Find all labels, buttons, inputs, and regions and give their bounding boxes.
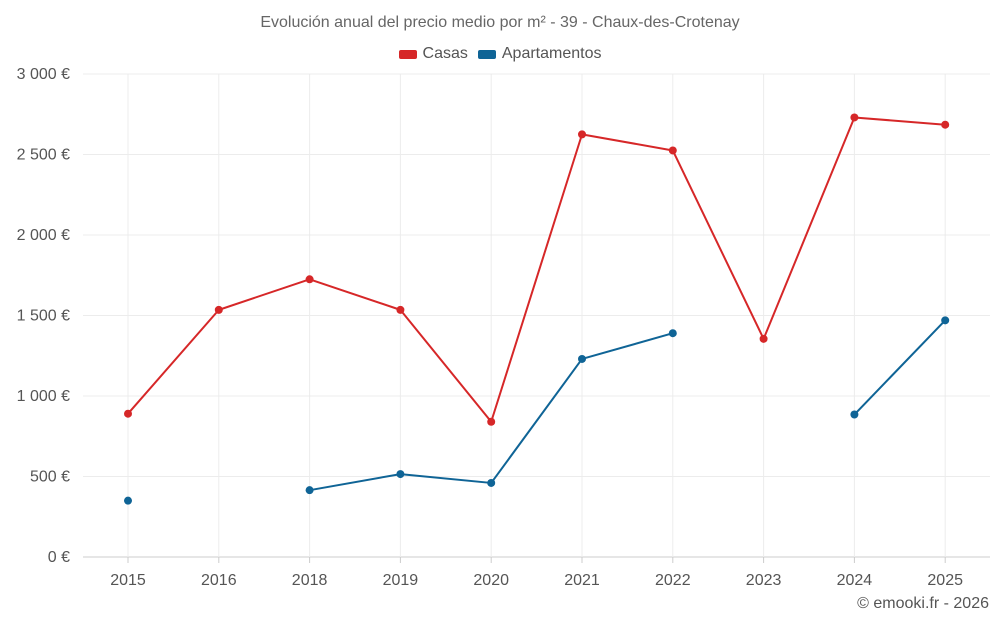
y-tick-label: 0 €	[48, 549, 70, 566]
data-point-casas	[668, 146, 677, 155]
legend-label-casas: Casas	[422, 45, 468, 62]
data-point-apartamentos	[396, 470, 405, 479]
data-point-apartamentos	[487, 478, 496, 487]
data-point-casas	[305, 275, 314, 284]
x-tick-label: 2015	[110, 572, 146, 589]
data-point-apartamentos	[941, 316, 950, 325]
data-point-apartamentos	[305, 486, 314, 495]
data-point-casas	[850, 113, 859, 122]
x-tick-label: 2021	[564, 572, 600, 589]
data-point-apartamentos	[850, 410, 859, 419]
x-tick-label: 2025	[927, 572, 963, 589]
y-tick-label: 1 500 €	[17, 308, 70, 325]
data-point-apartamentos	[668, 329, 677, 338]
chart-title: Evolución anual del precio medio por m² …	[260, 14, 740, 31]
data-point-casas	[759, 334, 768, 343]
x-tick-label: 2016	[201, 572, 237, 589]
y-tick-label: 2 000 €	[17, 227, 70, 244]
legend-swatch-casas	[398, 49, 417, 59]
series-line-casas	[127, 116, 946, 423]
credit-text: © emooki.fr - 2026	[857, 595, 989, 612]
data-point-casas	[578, 130, 586, 139]
data-point-apartamentos	[124, 496, 132, 505]
series-line-apartamentos	[853, 319, 946, 416]
x-tick-label: 2023	[746, 572, 782, 589]
data-point-casas	[941, 120, 950, 129]
data-point-casas	[124, 409, 132, 418]
y-tick-label: 1 000 €	[17, 388, 70, 405]
x-tick-label: 2024	[837, 572, 873, 589]
y-tick-label: 3 000 €	[17, 66, 70, 83]
legend-item-casas[interactable]: Casas	[398, 45, 468, 63]
chart-legend: Casas Apartamentos	[0, 45, 1000, 63]
data-point-apartamentos	[578, 354, 586, 363]
y-tick-label: 500 €	[30, 469, 70, 486]
data-point-casas	[214, 305, 223, 314]
data-point-casas	[487, 417, 496, 426]
x-tick-label: 2020	[473, 572, 509, 589]
legend-label-apartamentos: Apartamentos	[501, 45, 602, 62]
legend-swatch-apartamentos	[477, 49, 496, 59]
x-tick-label: 2018	[292, 572, 328, 589]
x-tick-label: 2022	[655, 572, 691, 589]
y-tick-label: 2 500 €	[17, 147, 70, 164]
x-tick-label: 2019	[383, 572, 419, 589]
legend-item-apartamentos[interactable]: Apartamentos	[477, 45, 602, 63]
data-point-casas	[396, 305, 405, 314]
